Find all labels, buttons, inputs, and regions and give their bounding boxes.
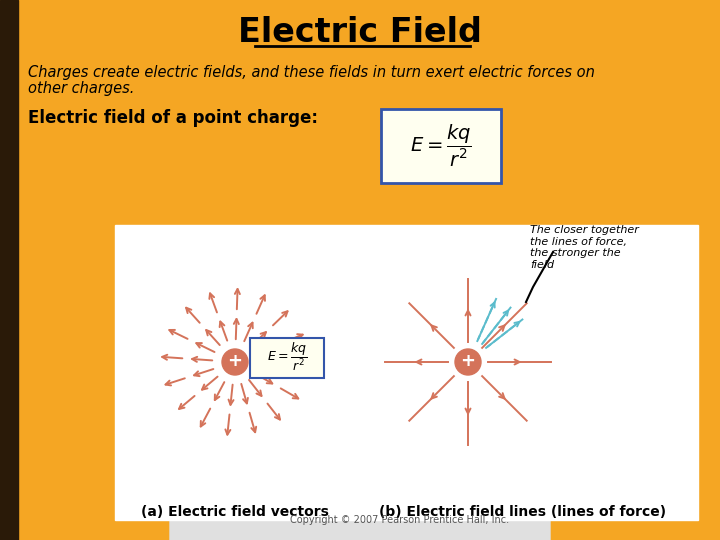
Text: +: + — [461, 352, 475, 370]
Text: Electric Field: Electric Field — [238, 16, 482, 49]
Text: Copyright © 2007 Pearson Prentice Hall, Inc.: Copyright © 2007 Pearson Prentice Hall, … — [290, 515, 510, 525]
Text: (a) Electric field vectors: (a) Electric field vectors — [141, 505, 329, 519]
Circle shape — [455, 349, 481, 375]
Text: The closer together
the lines of force,
the stronger the
field: The closer together the lines of force, … — [530, 225, 639, 270]
Text: Electric field of a point charge:: Electric field of a point charge: — [28, 109, 318, 127]
Bar — [115, 225, 698, 520]
FancyBboxPatch shape — [250, 338, 324, 378]
Text: Charges create electric fields, and these fields in turn exert electric forces o: Charges create electric fields, and thes… — [28, 64, 595, 79]
Text: $E = \dfrac{kq}{r^2}$: $E = \dfrac{kq}{r^2}$ — [410, 123, 472, 169]
Text: $E = \dfrac{kq}{r^2}$: $E = \dfrac{kq}{r^2}$ — [267, 341, 307, 373]
Polygon shape — [170, 410, 550, 540]
FancyBboxPatch shape — [381, 109, 501, 183]
Text: (b) Electric field lines (lines of force): (b) Electric field lines (lines of force… — [379, 505, 667, 519]
Text: +: + — [228, 352, 243, 370]
Text: other charges.: other charges. — [28, 80, 135, 96]
Circle shape — [222, 349, 248, 375]
Bar — [0, 0, 18, 540]
